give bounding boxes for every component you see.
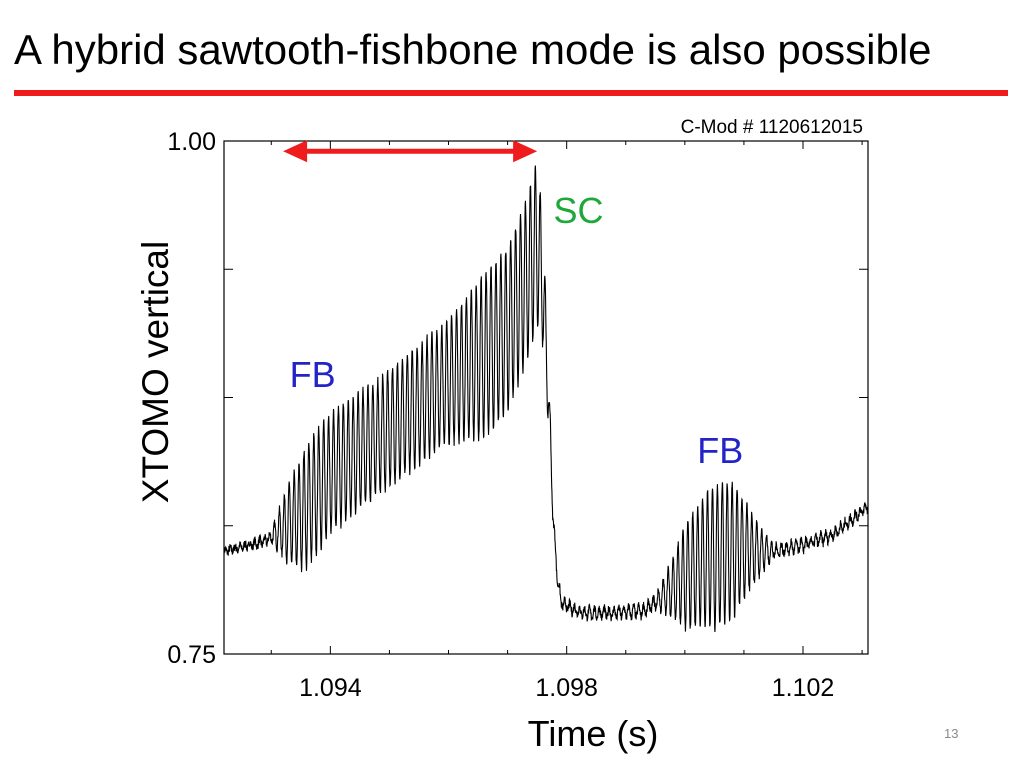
plot-frame: [223, 140, 869, 655]
slide-title: A hybrid sawtooth-fishbone mode is also …: [14, 26, 932, 73]
x-tick-label: 1.094: [299, 674, 362, 702]
y-tick-label: 0.75: [167, 641, 216, 669]
x-axis-label: Time (s): [528, 713, 659, 754]
slide-number: 13: [944, 726, 959, 741]
tick-layer: 1.094 1.098 1.102 0.75 1.00: [167, 128, 868, 702]
series-layer: [224, 165, 868, 633]
x-tick-label: 1.102: [772, 674, 835, 702]
annotation-fb-1: FB: [290, 354, 336, 395]
annotation-sc-2: SC: [553, 190, 603, 231]
x-tick-label: 1.098: [535, 674, 598, 702]
span-arrow-head-left: [283, 140, 308, 163]
arrow-layer: [283, 140, 538, 163]
span-arrow-head-right: [513, 140, 538, 163]
title-underline: [14, 90, 1008, 96]
annotation-fb-3: FB: [697, 430, 743, 471]
series-line-1: [224, 165, 868, 633]
y-axis-label: XTOMO vertical: [135, 241, 176, 503]
y-tick-label: 1.00: [167, 128, 216, 156]
chart-title: C-Mod # 1120612015: [681, 117, 863, 138]
annotation-layer: FB SC FB: [290, 190, 744, 471]
